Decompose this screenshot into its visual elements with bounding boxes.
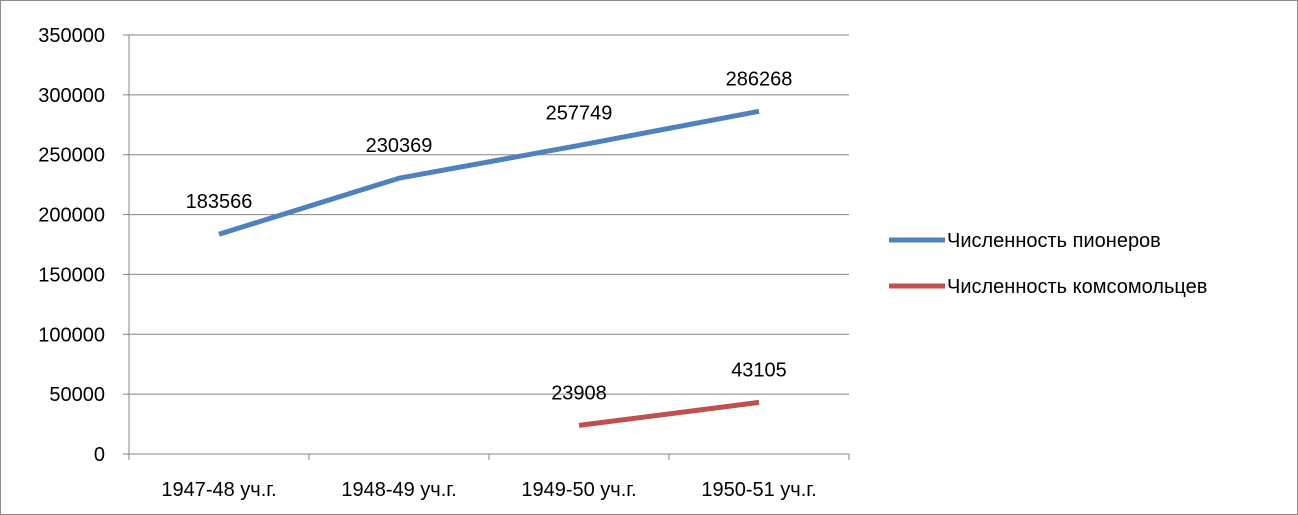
x-tick-label: 1950-51 уч.г. — [701, 479, 816, 501]
y-tick-label: 200000 — [38, 205, 105, 227]
y-tick-label: 250000 — [38, 145, 105, 167]
x-tick-label: 1948-49 уч.г. — [341, 479, 456, 501]
y-tick-label: 100000 — [38, 324, 105, 346]
y-tick-label: 350000 — [38, 25, 105, 47]
series-line-2 — [578, 399, 760, 428]
series-lines — [218, 108, 760, 428]
data-label: 23908 — [551, 382, 607, 404]
axes: 0 50000 100000 150000 200000 250000 300000 3500… — [38, 25, 850, 501]
data-label: 257749 — [546, 102, 613, 124]
data-labels: 183566 230369 257749 286268 23908 43105 — [186, 68, 793, 404]
legend: Численность пионеров Численность комсомол… — [889, 230, 1207, 298]
legend-label: Численность пионеров — [947, 230, 1161, 252]
x-tick-label: 1949-50 уч.г. — [521, 479, 636, 501]
y-tick-label: 150000 — [38, 264, 105, 286]
x-tick-label: 1947-48 уч.г. — [161, 479, 276, 501]
data-label: 286268 — [726, 68, 793, 90]
data-label: 43105 — [731, 359, 787, 381]
data-label: 230369 — [366, 135, 433, 157]
y-tick-label: 300000 — [38, 85, 105, 107]
data-label: 183566 — [186, 191, 253, 213]
legend-label: Численность комсомольцев — [947, 276, 1207, 298]
y-tick-label: 50000 — [49, 384, 105, 406]
gridlines — [129, 34, 849, 395]
y-tick-label: 0 — [94, 444, 105, 466]
series-line-1 — [218, 108, 760, 237]
